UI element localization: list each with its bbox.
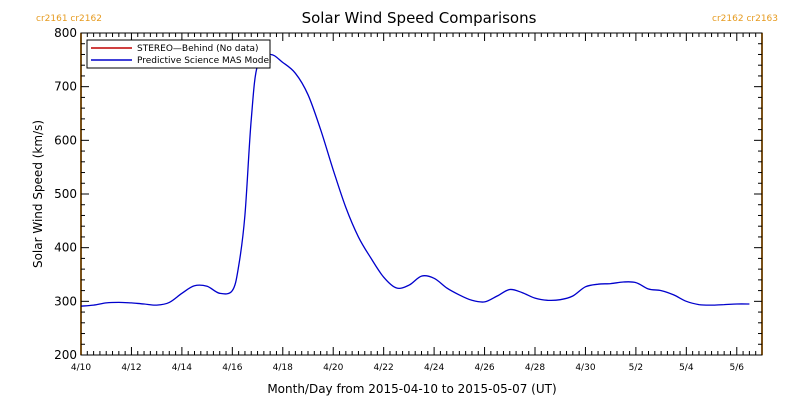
- legend-box: [86, 39, 271, 69]
- x-tick-label: 5/4: [679, 363, 694, 373]
- x-tick-label: 4/28: [525, 363, 545, 373]
- x-tick-label: 5/2: [629, 363, 643, 373]
- x-tick-label: 4/10: [71, 363, 91, 373]
- x-tick-label: 4/22: [374, 363, 394, 373]
- x-tick-label: 4/18: [273, 363, 293, 373]
- x-tick-label: 4/16: [222, 363, 242, 373]
- series-line-model: [80, 53, 750, 307]
- y-tick-label: 600: [54, 133, 77, 147]
- legend-label-model: Predictive Science MAS Model: [137, 56, 272, 66]
- y-axis-label: Solar Wind Speed (km/s): [31, 120, 45, 268]
- legend-label-stereo: STEREO—Behind (No data): [137, 44, 259, 54]
- x-tick-label: 4/26: [474, 363, 494, 373]
- legend: STEREO—Behind (No data) Predictive Scien…: [86, 39, 272, 69]
- x-tick-label: 5/6: [730, 363, 745, 373]
- x-tick-label: 4/12: [121, 363, 141, 373]
- x-tick-label: 4/30: [575, 363, 595, 373]
- y-tick-label: 500: [54, 187, 77, 201]
- x-tick-label: 4/14: [172, 363, 192, 373]
- axis-ticks: 200 300 400 500 600 700 800 4/10 4/12 4/14 4/16 4/1…: [54, 26, 763, 373]
- x-axis-label: Month/Day from 2015-04-10 to 2015-05-07 …: [267, 382, 556, 396]
- x-tick-label: 4/20: [323, 363, 343, 373]
- series-layer: [80, 53, 750, 307]
- carrington-marker-label: cr2162 cr2163: [712, 14, 778, 24]
- x-tick-label: 4/24: [424, 363, 444, 373]
- plot-frame: [80, 32, 763, 356]
- chart-title: Solar Wind Speed Comparisons: [302, 9, 537, 27]
- y-tick-label: 200: [54, 348, 77, 362]
- y-tick-label: 800: [54, 26, 77, 40]
- carrington-marker-label: cr2161 cr2162: [36, 14, 102, 24]
- y-tick-label: 300: [54, 294, 77, 308]
- y-tick-label: 700: [54, 80, 77, 94]
- y-tick-label: 400: [54, 241, 77, 255]
